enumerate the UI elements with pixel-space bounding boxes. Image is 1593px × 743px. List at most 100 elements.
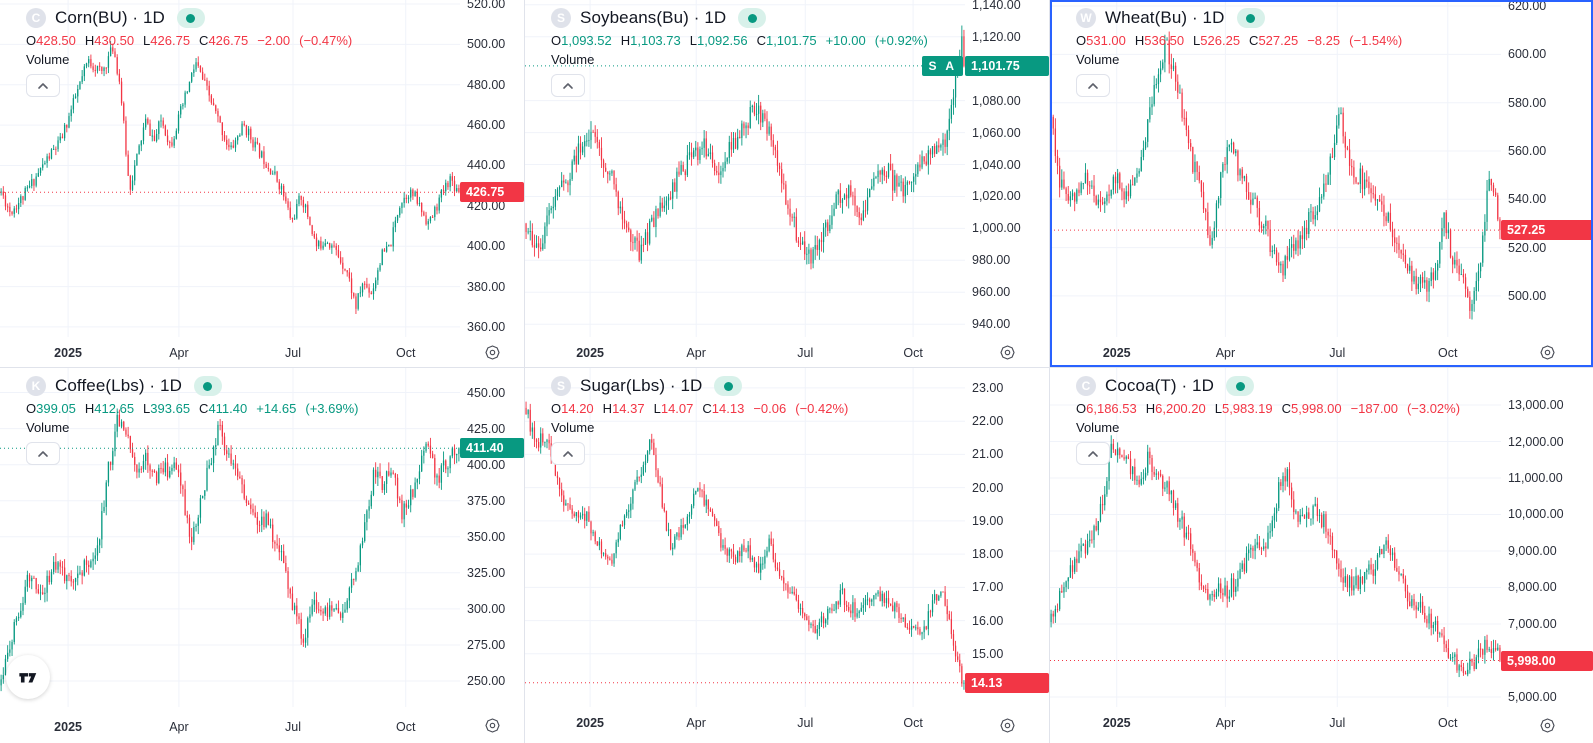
chart-pane-corn-bu[interactable]: 520.00 500.00 480.00 460.00 440.00 420.00 400.… [0,0,525,368]
price-axis[interactable]: 450.00 425.00 400.00 375.00 350.00 325.00 300.… [460,368,524,707]
symbol-title[interactable]: Coffee(Lbs) · 1D [55,376,182,395]
ohlc-field-l: L14.07 [654,401,694,416]
collapse-indicator-button[interactable] [26,74,60,97]
change-value: +14.65 [256,401,297,416]
time-axis-label: Oct [903,716,923,730]
pane-settings-icon[interactable] [1539,717,1556,739]
time-axis[interactable]: 2025 Apr Jul Oct [0,337,460,367]
volume-label[interactable]: Volume [551,420,595,435]
symbol-title[interactable]: Cocoa(T) · 1D [1105,376,1214,395]
volume-label[interactable]: Volume [551,52,595,67]
price-tick-label: 460.00 [467,118,506,133]
pane-settings-icon[interactable] [484,344,501,366]
last-price-badge-row: 411.40 [460,438,524,459]
time-axis-label: 2025 [576,346,605,360]
pane-header: S Soybeans(Bu) · 1D O1,093.52 H1,103.73 L1… [551,8,928,97]
time-axis[interactable]: 2025 Apr Jul Oct [525,707,965,743]
price-tick-label: 250.00 [467,674,506,689]
ohlc-prefix: L [653,401,661,416]
candlestick-plot[interactable] [525,368,965,707]
symbol-title[interactable]: Wheat(Bu) · 1D [1105,8,1225,27]
price-tick-label: 480.00 [467,77,506,92]
pane-settings-icon[interactable] [999,344,1016,366]
ohlc-field-l: L1,092.56 [690,33,748,48]
price-axis[interactable]: 520.00 500.00 480.00 460.00 440.00 420.00 400.… [460,0,524,337]
time-axis-label: Apr [686,716,706,730]
chart-pane-soybeans-bu[interactable]: 1,140.00 1,120.00 1,080.00 1,060.00 1,040.00… [525,0,1050,368]
price-tick-label: 360.00 [467,319,506,334]
chart-pane-sugar-lbs[interactable]: 23.00 22.00 21.00 20.00 19.00 18.00 17.00 16.00… [525,368,1050,743]
time-axis[interactable]: 2025 Apr Jul Oct [0,707,460,743]
candlestick-plot[interactable] [1050,368,1501,707]
candlestick-plot[interactable] [1050,0,1501,337]
ohlc-field-l: L426.75 [143,33,190,48]
ohlc-value: 527.25 [1258,33,1299,48]
volume-label[interactable]: Volume [26,420,70,435]
ohlc-value: 14.07 [660,401,694,416]
price-tick-label: 540.00 [1508,192,1547,207]
market-status-indicator[interactable] [176,8,205,28]
volume-label[interactable]: Volume [26,52,70,67]
pane-settings-icon[interactable] [484,717,501,739]
symbol-title[interactable]: Corn(BU) · 1D [55,8,165,27]
symbol-title[interactable]: Soybeans(Bu) · 1D [580,8,727,27]
last-price-badge-row: 426.75 [460,182,524,203]
symbol-logo-icon: C [26,8,46,28]
collapse-indicator-button[interactable] [551,74,585,97]
market-status-indicator[interactable] [1226,376,1254,396]
chart-pane-wheat-bu[interactable]: 620.00 600.00 580.00 560.00 540.00 520.00 500.… [1050,0,1593,368]
ohlc-prefix: O [1076,401,1087,416]
time-axis-label: 2025 [54,346,82,360]
symbol-title[interactable]: Sugar(Lbs) · 1D [580,376,703,395]
pane-settings-icon[interactable] [999,717,1016,739]
market-status-indicator[interactable] [714,376,743,396]
ohlc-prefix: H [84,33,95,48]
price-axis[interactable]: 620.00 600.00 580.00 560.00 540.00 520.00 500.… [1501,0,1593,337]
candlestick-plot[interactable] [525,0,965,337]
ohlc-readout: O14.20 H14.37 L14.07 C14.13 −0.06 (−0.42%) [551,401,848,416]
pane-settings-icon[interactable] [1539,344,1556,366]
price-axis[interactable]: 23.00 22.00 21.00 20.00 19.00 18.00 17.00 16.00… [965,368,1049,707]
chevron-up-icon [38,82,48,89]
ohlc-prefix: H [84,401,95,416]
collapse-indicator-button[interactable] [551,442,585,465]
candlestick-plot[interactable] [0,0,460,337]
volume-label[interactable]: Volume [1076,52,1120,67]
chart-pane-coffee-lbs[interactable]: 450.00 425.00 400.00 375.00 350.00 325.00 300.… [0,368,525,743]
time-axis[interactable]: 2025 Apr Jul Oct [1050,337,1501,367]
last-price-badge: 411.40 [460,438,524,459]
chevron-up-icon [563,82,573,89]
price-tick-label: 1,140.00 [972,0,1021,12]
market-status-indicator[interactable] [1236,8,1265,28]
market-status-indicator[interactable] [738,8,767,28]
chevron-up-icon [1088,450,1098,457]
time-axis[interactable]: 2025 Apr Jul Oct [1050,707,1501,743]
sa-flags-badge[interactable]: S A [922,55,963,76]
pane-header: W Wheat(Bu) · 1D O531.00 H536.50 L526.25 C5… [1076,8,1402,97]
collapse-indicator-button[interactable] [26,442,60,465]
time-axis-label: Apr [686,346,706,360]
candlestick-plot[interactable] [0,368,460,707]
ohlc-prefix: L [1193,33,1201,48]
chevron-up-icon [1088,82,1098,89]
price-axis[interactable]: 13,000.00 12,000.00 11,000.00 10,000.00 9,00… [1501,368,1593,707]
time-axis-label: Jul [285,346,302,360]
price-tick-label: 7,000.00 [1508,616,1557,631]
chart-pane-cocoa-t[interactable]: 13,000.00 12,000.00 11,000.00 10,000.00 9,00… [1050,368,1593,743]
ohlc-prefix: O [1076,33,1087,48]
volume-label[interactable]: Volume [1076,420,1120,435]
time-axis[interactable]: 2025 Apr Jul Oct [525,337,965,367]
price-axis[interactable]: 1,140.00 1,120.00 1,080.00 1,060.00 1,040.00… [965,0,1049,337]
tradingview-logo[interactable] [6,655,50,699]
price-tick-label: 425.00 [467,421,506,436]
price-tick-label: 350.00 [467,529,506,544]
price-tick-label: 18.00 [972,547,1004,562]
time-axis-label: Apr [1215,346,1236,360]
ohlc-field-o: O6,186.53 [1076,401,1137,416]
last-price-badge-row: 14.13 [965,672,1049,693]
price-tick-label: 12,000.00 [1508,434,1564,449]
market-status-indicator[interactable] [193,376,222,396]
collapse-indicator-button[interactable] [1076,442,1110,465]
ohlc-value: 531.00 [1086,33,1126,48]
collapse-indicator-button[interactable] [1076,74,1110,97]
